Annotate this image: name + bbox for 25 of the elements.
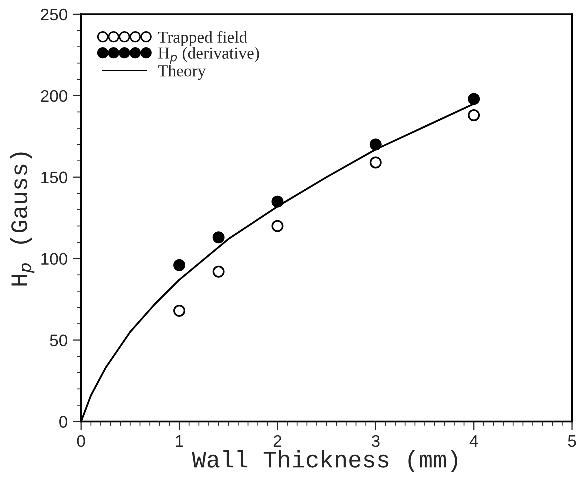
point xyxy=(272,220,284,232)
y-tick-label: 200 xyxy=(41,90,68,102)
point xyxy=(370,156,382,169)
x-axis-title: Wall Thickness (mm) xyxy=(192,450,458,472)
y-tick-label: 50 xyxy=(50,334,68,346)
legend-label: H$_{p}$ (derivative) xyxy=(158,47,260,64)
x-tick-label: 2 xyxy=(274,435,282,448)
y-tick-label: 250 xyxy=(41,8,68,21)
point xyxy=(174,259,186,272)
point xyxy=(212,232,225,244)
y-tick-label: 150 xyxy=(42,172,68,184)
x-tick-label: 0 xyxy=(77,435,86,448)
x-tick-label: 5 xyxy=(568,436,576,448)
y-tick-label: 0 xyxy=(60,416,68,428)
point xyxy=(468,109,480,122)
x-tick-label: 4 xyxy=(470,436,478,448)
point xyxy=(174,304,186,317)
y-tick-label: 100 xyxy=(42,253,68,266)
legend-label: Theory xyxy=(158,65,206,80)
point xyxy=(212,266,225,278)
legend-label: Trapped field xyxy=(158,31,248,46)
point xyxy=(468,93,480,106)
x-tick-label: 3 xyxy=(372,435,380,448)
x-tick-label: 1 xyxy=(176,436,184,448)
y-axis-title: H$_{p}$ (Gauss) xyxy=(10,152,35,286)
